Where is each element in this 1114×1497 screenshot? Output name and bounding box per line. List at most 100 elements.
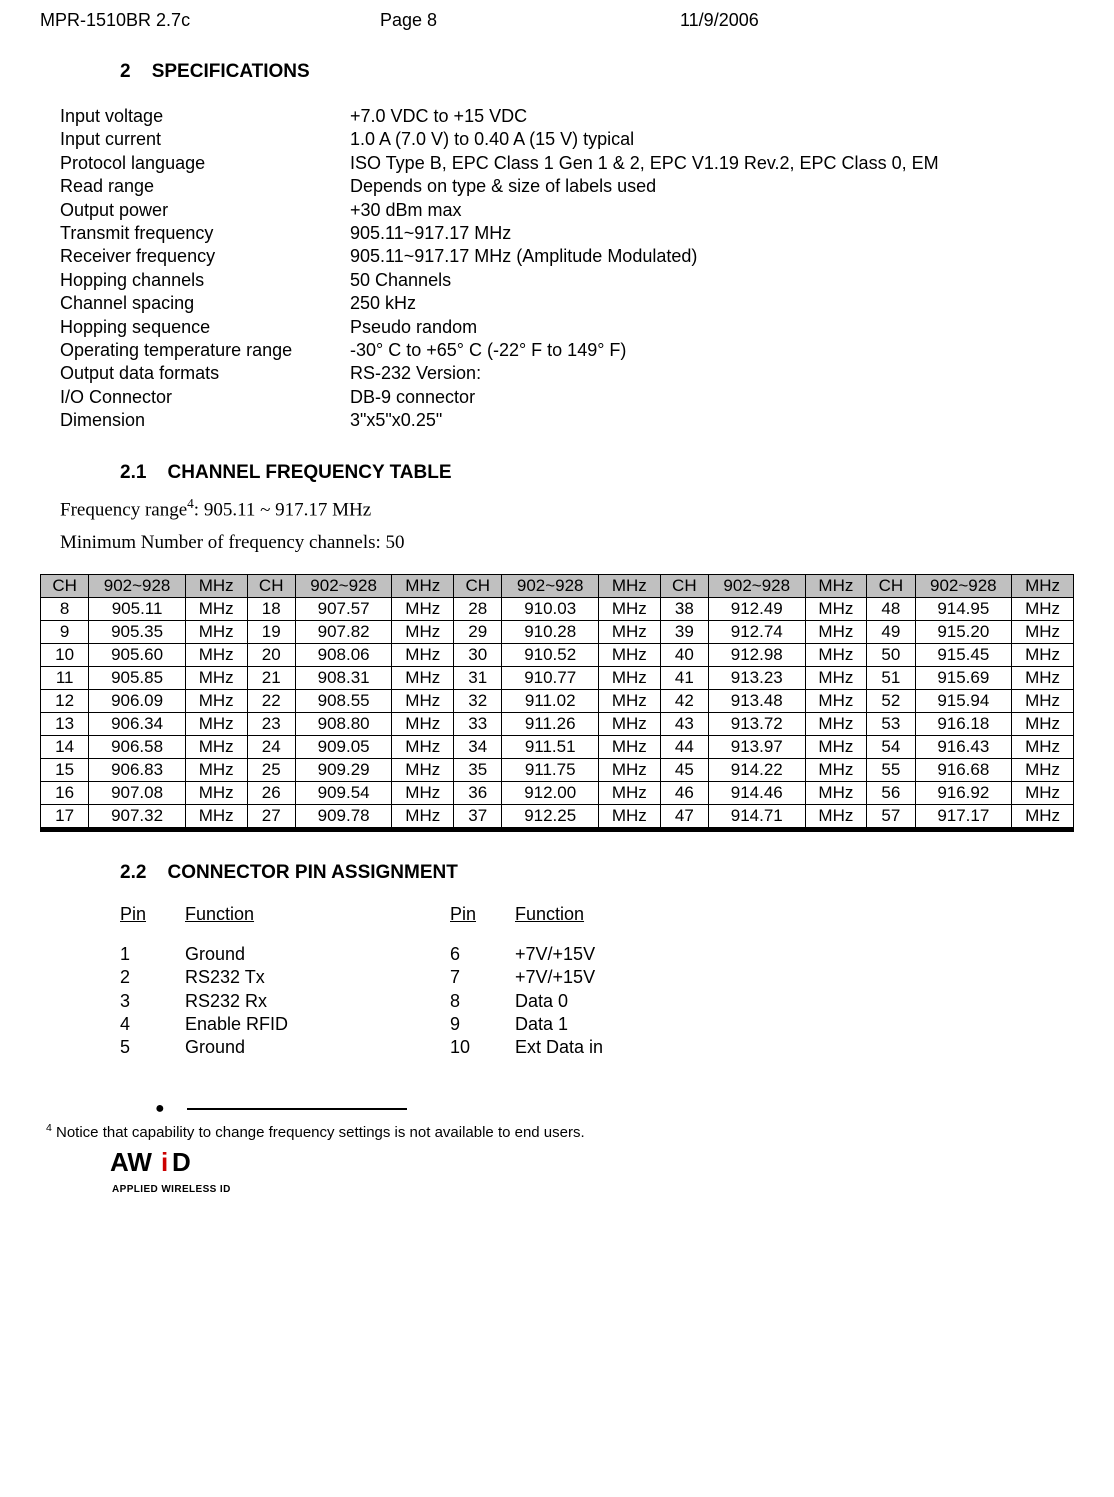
freq-ch: 12 [41, 689, 89, 712]
freq-value: 907.82 [295, 620, 392, 643]
spec-label: Hopping channels [60, 269, 350, 292]
spec-label: Input voltage [60, 105, 350, 128]
freq-ch: 49 [867, 620, 915, 643]
freq-unit: MHz [805, 620, 867, 643]
freq-ch: 27 [247, 804, 295, 827]
freq-unit: MHz [185, 758, 247, 781]
freq-unit: MHz [598, 712, 660, 735]
freq-table-row: 12906.09MHz22908.55MHz32911.02MHz42913.4… [41, 689, 1074, 712]
freq-ch: 57 [867, 804, 915, 827]
freq-value: 911.26 [502, 712, 599, 735]
freq-table-row: 8905.11MHz18907.57MHz28910.03MHz38912.49… [41, 597, 1074, 620]
pin-num: 9 [450, 1013, 515, 1036]
freq-unit: MHz [1012, 712, 1074, 735]
freq-value: 916.68 [915, 758, 1012, 781]
freq-value: 910.52 [502, 643, 599, 666]
freq-value: 913.97 [708, 735, 805, 758]
pin-header-func-1: Function [185, 904, 450, 925]
freq-table-header: 902~928 [502, 574, 599, 597]
freq-value: 912.74 [708, 620, 805, 643]
freq-table-header: MHz [805, 574, 867, 597]
freq-unit: MHz [805, 758, 867, 781]
freq-unit: MHz [805, 597, 867, 620]
freq-unit: MHz [392, 643, 454, 666]
pin-rows: 1Ground6+7V/+15V2RS232 Tx7+7V/+15V3RS232… [120, 943, 1074, 1060]
freq-ch: 30 [454, 643, 502, 666]
freq-ch: 40 [660, 643, 708, 666]
freq-unit: MHz [185, 689, 247, 712]
spec-row: Hopping channels50 Channels [60, 269, 1074, 292]
pin-assignment-section: Pin Function Pin Function 1Ground6+7V/+1… [120, 904, 1074, 1060]
spec-row: Protocol languageISO Type B, EPC Class 1… [60, 152, 1074, 175]
freq-ch: 55 [867, 758, 915, 781]
freq-value: 915.69 [915, 666, 1012, 689]
spec-value: +30 dBm max [350, 199, 1074, 222]
freq-ch: 38 [660, 597, 708, 620]
spec-row: Operating temperature range-30° C to +65… [60, 339, 1074, 362]
svg-text:AW: AW [110, 1147, 152, 1177]
freq-value: 907.57 [295, 597, 392, 620]
freq-value: 911.51 [502, 735, 599, 758]
spec-label: Receiver frequency [60, 245, 350, 268]
freq-unit: MHz [392, 781, 454, 804]
freq-unit: MHz [598, 735, 660, 758]
freq-ch: 11 [41, 666, 89, 689]
freq-value: 908.31 [295, 666, 392, 689]
freq-unit: MHz [805, 643, 867, 666]
doc-id: MPR-1510BR 2.7c [40, 10, 380, 31]
freq-value: 917.17 [915, 804, 1012, 827]
pin-num: 8 [450, 990, 515, 1013]
freq-value: 913.72 [708, 712, 805, 735]
pin-func: Enable RFID [185, 1013, 450, 1036]
freq-table-header: 902~928 [915, 574, 1012, 597]
pin-func: RS232 Tx [185, 966, 450, 989]
freq-ch: 33 [454, 712, 502, 735]
freq-ch: 37 [454, 804, 502, 827]
freq-value: 915.20 [915, 620, 1012, 643]
freq-ch: 56 [867, 781, 915, 804]
freq-range-sup: 4 [187, 496, 194, 511]
pin-row: 4Enable RFID9Data 1 [120, 1013, 1074, 1036]
freq-ch: 22 [247, 689, 295, 712]
spec-label: Input current [60, 128, 350, 151]
bullet-icon: ● [155, 1100, 165, 1118]
footnote-separator: ● [155, 1100, 1074, 1118]
freq-unit: MHz [185, 666, 247, 689]
freq-ch: 42 [660, 689, 708, 712]
freq-ch: 26 [247, 781, 295, 804]
freq-ch: 18 [247, 597, 295, 620]
freq-unit: MHz [185, 620, 247, 643]
doc-date: 11/9/2006 [680, 10, 1074, 31]
freq-value: 915.94 [915, 689, 1012, 712]
spec-label: Protocol language [60, 152, 350, 175]
freq-unit: MHz [805, 804, 867, 827]
freq-unit: MHz [185, 597, 247, 620]
spec-row: Transmit frequency905.11~917.17 MHz [60, 222, 1074, 245]
freq-unit: MHz [805, 735, 867, 758]
pin-func: Data 0 [515, 990, 568, 1013]
section-2-1-heading: 2.1 CHANNEL FREQUENCY TABLE [120, 462, 1074, 484]
freq-unit: MHz [598, 804, 660, 827]
freq-unit: MHz [1012, 689, 1074, 712]
pin-row: 5Ground10Ext Data in [120, 1036, 1074, 1059]
svg-text:i: i [161, 1147, 168, 1177]
spec-value: ISO Type B, EPC Class 1 Gen 1 & 2, EPC V… [350, 152, 1074, 175]
pin-func: Ext Data in [515, 1036, 603, 1059]
freq-ch: 17 [41, 804, 89, 827]
freq-value: 906.34 [89, 712, 186, 735]
freq-ch: 9 [41, 620, 89, 643]
freq-ch: 19 [247, 620, 295, 643]
section-2-heading: 2 SPECIFICATIONS [120, 61, 1074, 83]
freq-ch: 45 [660, 758, 708, 781]
spec-value: 250 kHz [350, 292, 1074, 315]
freq-table-row: 16907.08MHz26909.54MHz36912.00MHz46914.4… [41, 781, 1074, 804]
freq-unit: MHz [392, 735, 454, 758]
freq-ch: 20 [247, 643, 295, 666]
svg-text:D: D [172, 1147, 191, 1177]
freq-table-row: 14906.58MHz24909.05MHz34911.51MHz44913.9… [41, 735, 1074, 758]
freq-ch: 41 [660, 666, 708, 689]
freq-unit: MHz [805, 689, 867, 712]
spec-label: Channel spacing [60, 292, 350, 315]
freq-value: 912.49 [708, 597, 805, 620]
spec-value: 50 Channels [350, 269, 1074, 292]
